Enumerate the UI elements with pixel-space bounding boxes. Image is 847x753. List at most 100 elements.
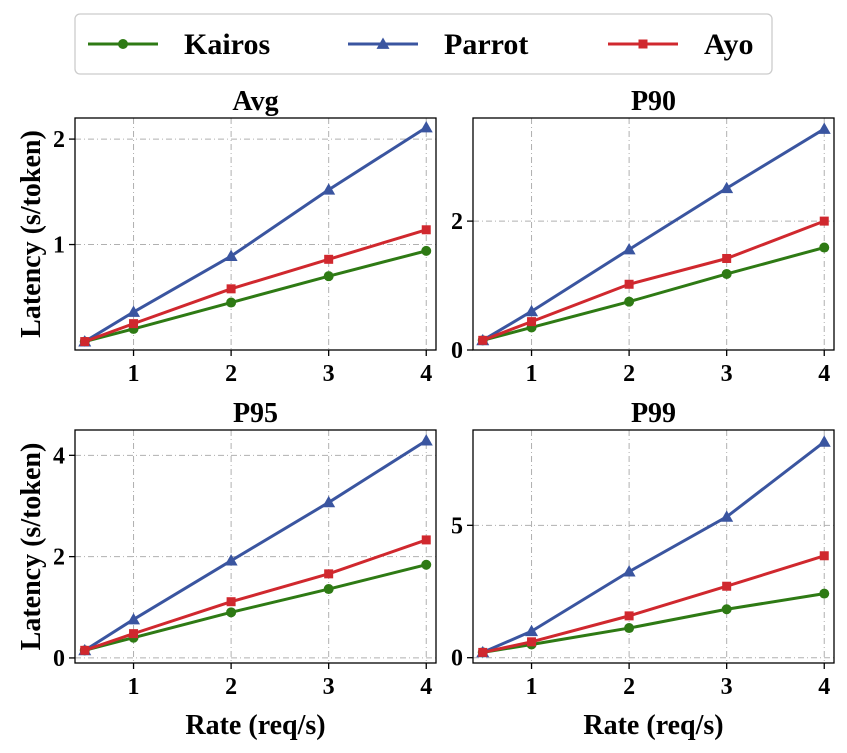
data-point-parrot: [525, 304, 539, 317]
series-line-parrot: [481, 127, 826, 342]
panel-title: Avg: [232, 86, 278, 117]
x-tick-label: 2: [623, 361, 635, 387]
data-point-parrot: [817, 435, 831, 447]
series-ayo: [478, 216, 829, 345]
series-kairos: [79, 559, 432, 656]
data-point-parrot: [720, 181, 734, 194]
data-point-parrot: [127, 305, 141, 317]
data-point-parrot: [419, 434, 433, 446]
legend-entry-kairos: Kairos: [88, 28, 270, 61]
series-ayo: [80, 535, 431, 655]
panel-p99: 1 2 3 4 0 5 P99 Rate (req/s): [451, 398, 835, 741]
data-point-kairos: [421, 559, 432, 570]
x-tick-label: 3: [323, 361, 335, 387]
data-point-parrot: [817, 122, 831, 134]
data-point-ayo: [527, 317, 537, 327]
panel-title: P95: [233, 398, 278, 429]
y-tick-label: 5: [451, 513, 463, 539]
series-kairos: [477, 588, 830, 658]
x-tick-label: 2: [623, 674, 635, 700]
y-axis-title: Latency (s/token): [16, 443, 47, 651]
data-point-ayo: [324, 254, 334, 264]
legend: Kairos Parrot Ayo: [74, 13, 773, 75]
data-point-kairos: [624, 296, 635, 307]
data-point-ayo: [819, 216, 829, 226]
data-point-parrot: [224, 554, 238, 566]
y-axis-title: Latency (s/token): [16, 130, 47, 338]
y-tick-label: 2: [451, 209, 463, 235]
panel-p95: 1 2 3 4 0 2 4 P95 Latency (s/token) Rate (req/s): [16, 398, 437, 741]
y-tick-label: 0: [53, 646, 65, 672]
legend-marker-ayo: [638, 39, 648, 49]
legend-marker-kairos: [118, 39, 128, 49]
series-parrot: [78, 120, 433, 347]
data-point-ayo: [80, 645, 90, 655]
y-tick-label: 1: [53, 233, 65, 259]
data-point-parrot: [322, 495, 336, 508]
series-line-parrot: [83, 125, 428, 344]
data-point-kairos: [721, 604, 732, 615]
x-tick-label: 3: [721, 361, 733, 387]
plot-frame: [472, 117, 835, 351]
data-point-ayo: [129, 319, 139, 329]
data-point-parrot: [419, 120, 433, 133]
data-point-ayo: [722, 253, 732, 263]
series-line-parrot: [481, 440, 826, 654]
x-tick-label: 4: [420, 674, 432, 700]
y-tick-label: 0: [451, 646, 463, 672]
y-tick-label: 4: [53, 443, 65, 469]
panel-avg: 1 2 3 4 1 2 Avg Latency (s/token): [16, 86, 437, 387]
x-tick-label: 4: [818, 361, 830, 387]
data-point-kairos: [226, 607, 237, 618]
series-ayo: [80, 225, 431, 347]
series-parrot: [78, 434, 433, 656]
x-axis-title: Rate (req/s): [185, 710, 325, 741]
data-point-kairos: [323, 271, 334, 282]
data-point-kairos: [819, 588, 830, 599]
data-point-ayo: [80, 337, 90, 347]
data-point-kairos: [323, 584, 334, 595]
series-ayo: [478, 551, 829, 657]
panel-title: P90: [631, 86, 676, 117]
legend-marker-parrot: [376, 37, 390, 49]
x-tick-label: 2: [225, 674, 237, 700]
data-point-parrot: [720, 510, 734, 522]
data-point-parrot: [622, 565, 636, 577]
y-tick-label: 2: [53, 545, 65, 571]
legend-frame: [74, 13, 773, 75]
data-point-ayo: [478, 647, 488, 657]
x-tick-label: 1: [526, 361, 538, 387]
legend-entry-parrot: Parrot: [348, 28, 528, 61]
data-point-parrot: [322, 183, 336, 195]
data-point-ayo: [324, 569, 334, 579]
y-tick-label: 0: [451, 338, 463, 364]
series-kairos: [477, 242, 830, 346]
legend-entry-ayo: Ayo: [608, 28, 753, 61]
x-tick-label: 3: [721, 674, 733, 700]
data-point-ayo: [722, 581, 732, 591]
series-kairos: [79, 245, 432, 347]
data-point-ayo: [624, 279, 634, 289]
legend-label-ayo: Ayo: [704, 28, 753, 61]
data-point-kairos: [226, 297, 237, 308]
plot-frame: [472, 429, 835, 664]
panel-title: P99: [631, 398, 676, 429]
legend-label-parrot: Parrot: [444, 28, 528, 61]
data-point-parrot: [622, 242, 636, 255]
x-tick-label: 4: [818, 674, 830, 700]
data-point-ayo: [421, 225, 431, 235]
series-parrot: [476, 122, 831, 346]
data-point-kairos: [624, 623, 635, 634]
plot-frame: [74, 429, 437, 664]
data-point-parrot: [127, 612, 141, 625]
x-axis-title: Rate (req/s): [583, 710, 723, 741]
x-tick-label: 3: [323, 674, 335, 700]
data-point-kairos: [421, 245, 432, 256]
data-point-ayo: [478, 335, 488, 345]
y-tick-label: 2: [53, 127, 65, 153]
data-point-parrot: [525, 624, 539, 637]
data-point-ayo: [226, 284, 236, 294]
data-point-ayo: [129, 629, 139, 639]
